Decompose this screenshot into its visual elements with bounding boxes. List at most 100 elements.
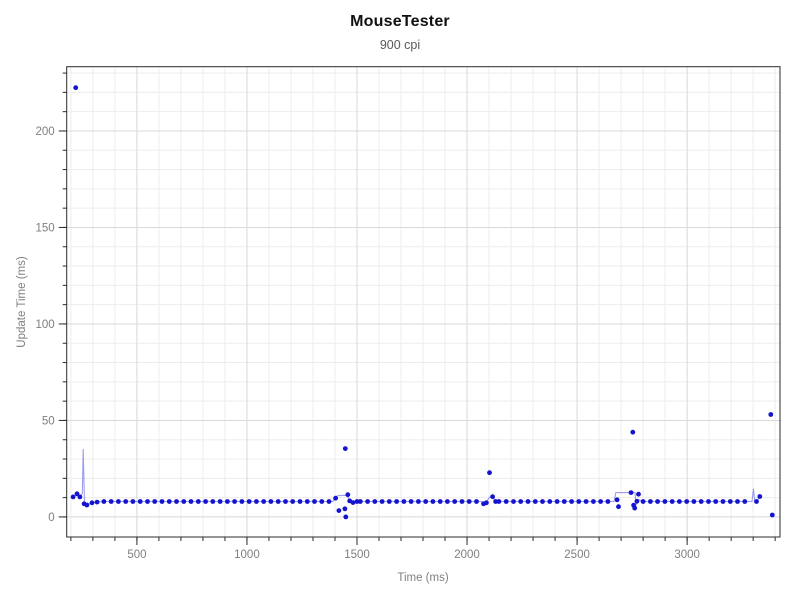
data-point (275, 499, 281, 504)
data-point (159, 499, 165, 504)
data-point (662, 499, 668, 504)
chart-subtitle: 900 cpi (379, 38, 421, 52)
data-point (698, 499, 704, 504)
data-point (583, 499, 589, 504)
data-point (769, 512, 775, 518)
y-tick-label: 200 (36, 126, 55, 138)
data-point (365, 499, 370, 504)
data-point (713, 499, 719, 504)
data-point (677, 499, 682, 504)
x-tick-label: 2500 (564, 549, 590, 561)
data-point (343, 514, 349, 520)
data-point (616, 504, 621, 510)
data-point (636, 491, 641, 497)
data-point (496, 499, 502, 504)
data-point (225, 499, 230, 504)
data-point (525, 499, 531, 504)
data-point (357, 499, 363, 504)
data-point (757, 494, 763, 499)
data-point (217, 499, 223, 504)
data-point (640, 499, 646, 504)
data-point (576, 499, 582, 504)
data-point (84, 502, 90, 508)
data-point (77, 494, 83, 500)
data-point (669, 499, 675, 504)
data-line (72, 448, 761, 506)
data-point (145, 499, 150, 504)
data-point (569, 499, 574, 504)
data-point (386, 499, 392, 504)
data-point (342, 506, 348, 512)
data-point (684, 499, 690, 504)
data-point (232, 499, 238, 504)
data-point (350, 500, 356, 505)
data-point (487, 470, 492, 476)
data-point (401, 499, 407, 504)
data-point (290, 499, 296, 504)
y-tick-label: 0 (48, 512, 54, 524)
data-point (354, 499, 360, 504)
data-point (94, 499, 100, 505)
data-point (532, 499, 538, 504)
data-point (195, 499, 201, 504)
data-point (73, 85, 79, 91)
x-tick-label: 3000 (674, 549, 700, 561)
data-point (554, 499, 560, 504)
data-point (430, 499, 436, 504)
data-point (511, 499, 516, 504)
data-point (101, 499, 107, 504)
data-point (283, 499, 288, 504)
data-point (379, 499, 385, 504)
y-tick-label: 100 (36, 319, 55, 331)
data-point (540, 499, 545, 504)
x-tick-label: 1500 (344, 549, 370, 561)
data-point (116, 499, 121, 504)
x-tick-label: 500 (127, 549, 146, 561)
data-point (152, 499, 158, 504)
data-point (648, 499, 653, 504)
data-point (598, 499, 603, 504)
y-tick-label: 50 (42, 415, 55, 427)
data-point (254, 499, 259, 504)
data-point (503, 499, 509, 504)
data-point (268, 499, 274, 504)
data-point (297, 499, 303, 504)
data-point (628, 490, 634, 495)
data-point (74, 491, 80, 497)
data-point (312, 499, 317, 504)
data-point (181, 499, 187, 504)
data-point (452, 499, 458, 504)
data-point (437, 499, 443, 504)
data-point (655, 499, 660, 504)
data-point (459, 499, 465, 504)
data-point (720, 499, 726, 504)
data-point (416, 499, 421, 504)
data-point (474, 499, 479, 504)
data-point (174, 499, 179, 504)
data-point (342, 446, 348, 451)
data-point (210, 499, 216, 504)
x-tick-label: 2000 (454, 549, 480, 561)
data-point (108, 499, 114, 504)
data-point (70, 494, 76, 500)
data-point (394, 499, 399, 504)
data-point (319, 499, 325, 504)
data-point (123, 499, 129, 504)
x-tick-label: 1000 (234, 549, 260, 561)
data-point (706, 499, 711, 504)
data-point (630, 429, 636, 435)
data-point (518, 499, 524, 504)
data-point (89, 500, 95, 506)
data-point (591, 499, 596, 504)
chart-title: MouseTester (350, 13, 450, 30)
data-point (614, 497, 620, 503)
data-point (547, 499, 553, 504)
data-point (561, 499, 567, 504)
data-point (754, 499, 759, 504)
data-point (326, 499, 332, 504)
data-point (466, 499, 472, 504)
data-point (261, 499, 267, 504)
data-point (484, 500, 489, 506)
data-point (735, 499, 740, 504)
data-point (445, 499, 450, 504)
